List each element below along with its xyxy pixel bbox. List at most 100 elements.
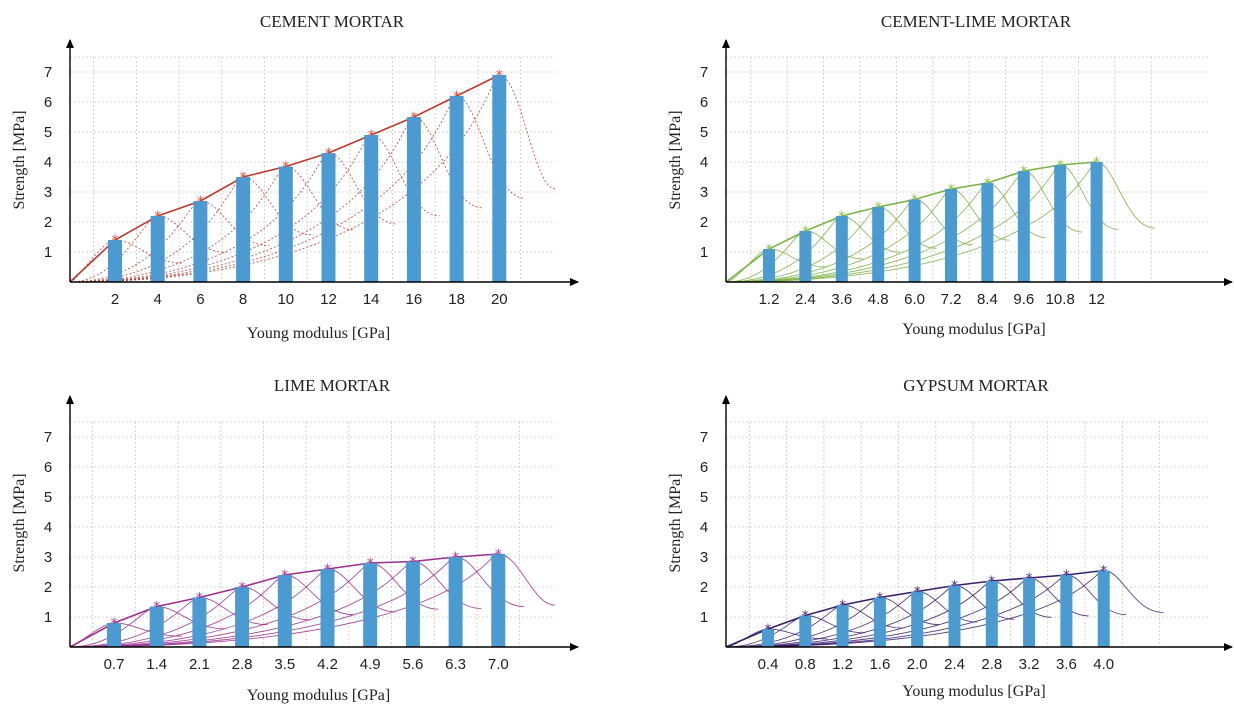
- chart-title: CEMENT-LIME MORTAR: [881, 12, 1072, 31]
- x-tick-label: 2.4: [795, 291, 816, 308]
- y-tick-label: 1: [700, 244, 708, 261]
- x-tick-label: 4.8: [868, 291, 889, 308]
- peak-marker-icon: *: [239, 580, 246, 596]
- bar: [1017, 171, 1030, 282]
- x-axis-label: Young modulus [GPa]: [902, 683, 1045, 700]
- bar: [1054, 165, 1067, 282]
- peak-marker-icon: *: [324, 562, 331, 578]
- x-tick-label: 7.0: [488, 656, 509, 673]
- bar: [1090, 162, 1103, 282]
- peak-marker-icon: *: [911, 193, 918, 209]
- x-tick-label: 20: [491, 291, 508, 308]
- bar: [277, 575, 292, 647]
- x-tick-label: 9.6: [1013, 291, 1034, 308]
- x-tick-label: 2.4: [944, 656, 965, 673]
- bar: [149, 606, 164, 647]
- y-tick-label: 2: [700, 214, 708, 231]
- fitted-curve: [725, 206, 937, 283]
- x-tick-label: 6.0: [904, 291, 925, 308]
- y-tick-label: 6: [700, 459, 708, 476]
- peak-marker-icon: *: [765, 622, 772, 638]
- y-axis-label: Strength [MPa]: [11, 473, 28, 572]
- bar: [911, 591, 924, 647]
- y-tick-label: 1: [44, 244, 52, 261]
- peak-marker-icon: *: [951, 579, 958, 595]
- bar: [192, 597, 207, 647]
- peak-marker-icon: *: [802, 609, 809, 625]
- fitted-curve: [69, 95, 525, 283]
- peak-marker-icon: *: [197, 194, 204, 210]
- x-tick-label: 3.5: [274, 656, 295, 673]
- x-tick-label: 1.6: [869, 656, 890, 673]
- bar: [872, 207, 885, 282]
- bar: [1060, 575, 1073, 647]
- chart-title: LIME MORTAR: [274, 376, 391, 395]
- peak-marker-icon: *: [368, 128, 375, 144]
- y-tick-label: 6: [700, 94, 708, 111]
- x-tick-label: 14: [363, 291, 380, 308]
- x-tick-label: 12: [320, 291, 337, 308]
- y-tick-label: 3: [700, 549, 708, 566]
- y-tick-label: 4: [700, 519, 708, 536]
- peak-marker-icon: *: [496, 68, 503, 84]
- peak-marker-icon: *: [1057, 158, 1064, 174]
- fitted-curves: [69, 74, 556, 283]
- bar: [981, 183, 994, 282]
- x-tick-label: 2: [111, 291, 119, 308]
- y-tick-label: 1: [700, 609, 708, 626]
- peak-marker-icon: *: [1026, 571, 1033, 587]
- peak-marker-icon: *: [325, 146, 332, 162]
- bar: [320, 569, 335, 647]
- x-tick-label: 1.2: [759, 291, 780, 308]
- peak-marker-icon: *: [410, 110, 417, 126]
- x-tick-label: 2.8: [981, 656, 1002, 673]
- x-tick-label: 2.0: [907, 656, 928, 673]
- y-axis-label: Strength [MPa]: [667, 473, 684, 572]
- fitted-curve: [725, 164, 1119, 283]
- fitted-curve: [69, 74, 556, 283]
- y-tick-label: 2: [700, 579, 708, 596]
- peak-marker-icon: *: [988, 574, 995, 590]
- y-tick-label: 3: [44, 184, 52, 201]
- bar: [799, 231, 812, 282]
- grid: [726, 56, 1210, 282]
- bar: [193, 201, 208, 282]
- x-tick-label: 1.4: [146, 656, 167, 673]
- bar: [799, 615, 812, 647]
- x-tick-label: 3.6: [1056, 656, 1077, 673]
- y-tick-label: 2: [44, 214, 52, 231]
- y-tick-label: 4: [700, 154, 708, 171]
- bar: [908, 199, 921, 282]
- y-tick-label: 5: [700, 489, 708, 506]
- fitted-curve: [69, 562, 439, 648]
- x-axis-label: Young modulus [GPa]: [247, 325, 390, 342]
- x-tick-label: 4.9: [360, 656, 381, 673]
- peak-marker-icon: *: [196, 591, 203, 607]
- bar: [321, 153, 336, 282]
- y-tick-label: 7: [44, 429, 52, 446]
- y-tick-label: 3: [700, 184, 708, 201]
- peak-marker-icon: *: [282, 160, 289, 176]
- peak-marker-icon: *: [112, 233, 119, 249]
- bar: [405, 561, 420, 647]
- fitted-curve: [725, 182, 1046, 283]
- peak-marker-icon: *: [838, 209, 845, 225]
- peak-marker-icon: *: [1100, 564, 1107, 580]
- bars: * * * * * * * * * *: [107, 547, 506, 647]
- bar: [1097, 570, 1110, 647]
- peak-marker-icon: *: [1063, 568, 1070, 584]
- fitted-curve: [725, 580, 1052, 648]
- x-axis-label: Young modulus [GPa]: [902, 321, 1045, 338]
- bar: [448, 557, 463, 647]
- bar: [763, 249, 775, 282]
- y-tick-label: 3: [44, 549, 52, 566]
- bar: [449, 96, 464, 282]
- chart-title: GYPSUM MORTAR: [903, 376, 1049, 395]
- y-tick-label: 7: [44, 64, 52, 81]
- fitted-curve: [69, 556, 524, 648]
- peak-marker-icon: *: [153, 600, 160, 616]
- grid: [70, 56, 555, 282]
- x-tick-label: 10.8: [1046, 291, 1075, 308]
- x-tick-label: 0.4: [758, 656, 779, 673]
